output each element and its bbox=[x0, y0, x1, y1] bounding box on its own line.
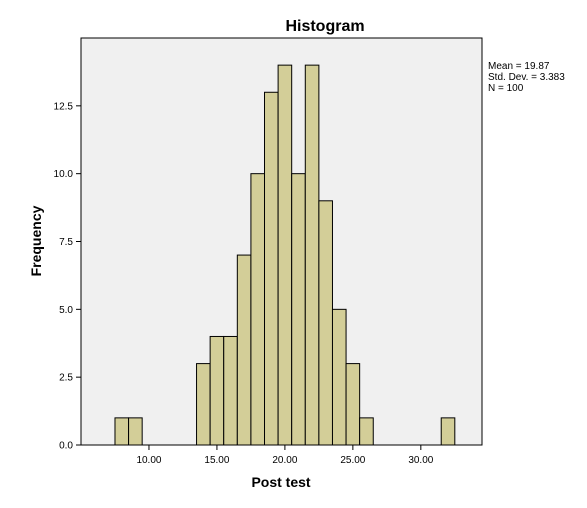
stat-std-dev: Std. Dev. = 3.383 bbox=[488, 72, 565, 83]
x-tick-label: 30.00 bbox=[408, 455, 433, 466]
stat-n: N = 100 bbox=[488, 83, 524, 94]
histogram-bar bbox=[318, 200, 333, 446]
histogram-bar bbox=[291, 173, 306, 446]
x-tick-label: 10.00 bbox=[136, 455, 161, 466]
y-tick-label: 10.0 bbox=[54, 169, 74, 180]
y-axis: 0.0 2.5 5.0 7.5 10.0 12.5 bbox=[54, 101, 81, 452]
histogram-bar bbox=[359, 417, 374, 446]
x-axis-title: Post test bbox=[251, 474, 310, 490]
histogram-bar bbox=[114, 417, 130, 446]
histogram-bar bbox=[196, 363, 211, 446]
y-tick-label: 0.0 bbox=[59, 441, 73, 452]
y-tick-label: 7.5 bbox=[59, 237, 73, 248]
histogram-bar bbox=[128, 417, 143, 446]
histogram-bar bbox=[209, 335, 225, 446]
histogram-bar bbox=[277, 64, 293, 446]
histogram-bar bbox=[223, 335, 238, 446]
x-tick-label: 15.00 bbox=[204, 455, 229, 466]
histogram-bar bbox=[440, 417, 456, 446]
histogram-bar bbox=[304, 64, 320, 446]
histogram-bar bbox=[331, 308, 347, 446]
y-axis-title: Frequency bbox=[28, 205, 44, 276]
histogram-bar bbox=[250, 173, 266, 446]
x-tick-label: 25.00 bbox=[340, 455, 365, 466]
y-tick-label: 5.0 bbox=[59, 305, 73, 316]
y-tick-label: 12.5 bbox=[54, 101, 74, 112]
x-axis: 10.00 15.00 20.00 25.00 30.00 bbox=[136, 445, 434, 466]
stat-mean: Mean = 19.87 bbox=[488, 61, 550, 72]
y-tick-label: 2.5 bbox=[59, 373, 73, 384]
histogram-bar bbox=[264, 91, 279, 446]
x-tick-label: 20.00 bbox=[272, 455, 297, 466]
histogram-bar bbox=[345, 363, 361, 446]
histogram-bar bbox=[236, 254, 252, 446]
chart-title: Histogram bbox=[285, 18, 364, 35]
bars-group bbox=[114, 64, 456, 446]
